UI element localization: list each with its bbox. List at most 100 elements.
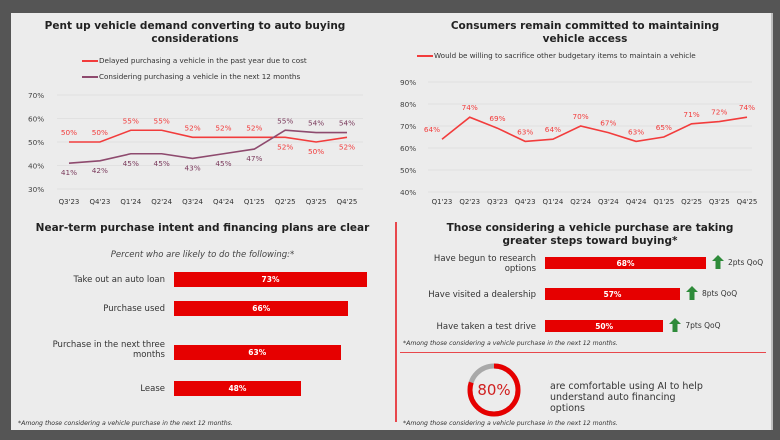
- y-tick-label: 90%: [400, 78, 416, 87]
- chart2-plot: 40% 50% 60% 70% 80% 90% Q1'23 Q2'23 Q3'23 Q4'23 Q1…: [400, 78, 758, 206]
- chart1-title: Pent up vehicle demand converting to aut…: [30, 20, 360, 46]
- series-line: [68, 129, 347, 164]
- series-line: [69, 129, 348, 143]
- x-tick-label: Q3'23: [487, 198, 508, 206]
- x-tick-label: Q4'23: [89, 198, 110, 206]
- data-label: 55%: [277, 116, 293, 125]
- bar-category-label: Have taken a test drive: [436, 322, 537, 332]
- bar-category-label: Purchase used: [103, 304, 165, 314]
- chart2-title-line2: vehicle access: [542, 33, 628, 45]
- data-label: 63%: [628, 127, 644, 136]
- legend-swatch-red: [82, 59, 98, 62]
- x-tick-label: Q4'24: [626, 198, 647, 206]
- chart1-title-line1: Pent up vehicle demand converting to aut…: [44, 20, 346, 32]
- data-label: 67%: [600, 119, 616, 128]
- chart2-title-line1: Consumers remain committed to maintainin…: [450, 20, 720, 32]
- x-tick-label: Q1'23: [432, 198, 453, 206]
- chart3-footnote: *Among those considering a vehicle purch…: [18, 420, 233, 427]
- data-label: 63%: [517, 127, 533, 136]
- chart4-footnote: *Among those considering a vehicle purch…: [403, 340, 618, 347]
- y-tick-label: 40%: [400, 188, 416, 197]
- data-label: 52%: [277, 142, 293, 151]
- bar: 73%: [174, 272, 367, 287]
- ai-comfort-text: are comfortable using AI to help underst…: [550, 381, 703, 414]
- x-tick-label: Q3'25: [709, 198, 730, 206]
- y-tick-label: 60%: [28, 115, 44, 124]
- y-tick-label: 70%: [400, 122, 416, 131]
- bar-category-label: Purchase in the next three months: [52, 340, 165, 360]
- bar: 50%: [545, 320, 664, 332]
- x-tick-label: Q1'24: [120, 198, 141, 206]
- y-tick-label: 50%: [28, 138, 44, 147]
- chart4-title: Those considering a vehicle purchase are…: [440, 222, 740, 248]
- data-label: 45%: [215, 159, 231, 168]
- data-label: 45%: [123, 159, 139, 168]
- ai-footnote: *Among those considering a vehicle purch…: [403, 420, 618, 427]
- data-label: 72%: [711, 108, 727, 117]
- data-label: 54%: [308, 119, 324, 128]
- up-arrow-icon: [712, 255, 724, 269]
- y-tick-label: 30%: [28, 185, 44, 194]
- data-label: 47%: [246, 154, 262, 163]
- data-label: 64%: [545, 125, 561, 134]
- x-tick-label: Q2'24: [151, 198, 172, 206]
- x-tick-label: Q1'25: [244, 198, 265, 206]
- chart3-title: Near-term purchase intent and financing …: [35, 222, 370, 234]
- data-label: 74%: [739, 103, 755, 112]
- ai-comfort-donut: 80%: [467, 363, 521, 417]
- x-tick-label: Q3'24: [182, 198, 203, 206]
- y-tick-label: 70%: [28, 91, 44, 100]
- bar-category-label: Take out an auto loan: [73, 275, 165, 285]
- y-tick-label: 60%: [400, 144, 416, 153]
- bar: 63%: [174, 345, 341, 360]
- qoq-delta-label: 8pts QoQ: [701, 288, 738, 298]
- panel-shadow: [771, 13, 773, 430]
- donut-value-label: 80%: [477, 381, 510, 399]
- x-tick-label: Q1'24: [543, 198, 564, 206]
- series-line: [441, 116, 748, 143]
- legend-swatch-purple: [82, 75, 98, 78]
- bar: 48%: [174, 381, 301, 396]
- y-tick-label: 40%: [28, 162, 44, 171]
- x-tick-label: Q4'25: [737, 198, 758, 206]
- x-tick-label: Q2'24: [570, 198, 591, 206]
- chart1-title-line2: considerations: [151, 33, 239, 45]
- data-label: 52%: [339, 142, 355, 151]
- data-label: 43%: [184, 163, 200, 172]
- data-label: 70%: [573, 112, 589, 121]
- legend-swatch-red: [417, 54, 433, 57]
- qoq-delta-label: 2pts QoQ: [728, 257, 764, 267]
- dashboard-panel: [11, 13, 771, 430]
- x-tick-label: Q1'25: [653, 198, 674, 206]
- data-label: 45%: [154, 159, 170, 168]
- qoq-delta: 2pts QoQ: [712, 255, 763, 269]
- chart2-title: Consumers remain committed to maintainin…: [420, 20, 750, 46]
- bar: 57%: [545, 288, 680, 300]
- bar-category-label: Have begun to research options: [433, 254, 536, 274]
- qoq-delta: 8pts QoQ: [685, 286, 738, 300]
- data-label: 55%: [123, 116, 139, 125]
- data-label: 74%: [462, 103, 478, 112]
- qoq-delta-label: 7pts QoQ: [685, 320, 721, 330]
- data-label: 71%: [683, 110, 699, 119]
- data-label: 52%: [246, 123, 262, 132]
- x-tick-label: Q4'25: [337, 198, 358, 206]
- x-tick-label: Q2'25: [275, 198, 296, 206]
- up-arrow-icon: [669, 318, 682, 332]
- data-label: 50%: [308, 147, 324, 156]
- section-divider-vertical: [395, 222, 397, 422]
- bar-category-label: Lease: [140, 384, 165, 394]
- chart2-legend-item-0: Would be willing to sacrifice other budg…: [417, 51, 696, 60]
- legend-label: Delayed purchasing a vehicle in the past…: [99, 56, 307, 65]
- section-divider-horizontal: [400, 352, 766, 353]
- data-label: 50%: [61, 128, 77, 137]
- legend-label: Would be willing to sacrifice other budg…: [434, 51, 696, 60]
- x-tick-label: Q4'24: [213, 198, 234, 206]
- data-label: 50%: [92, 128, 108, 137]
- data-label: 64%: [424, 125, 440, 134]
- data-label: 69%: [489, 114, 505, 123]
- x-tick-label: Q3'23: [59, 198, 80, 206]
- x-tick-label: Q3'25: [306, 198, 327, 206]
- chart1-legend-item-0: Delayed purchasing a vehicle in the past…: [82, 56, 307, 65]
- data-label: 65%: [656, 123, 672, 132]
